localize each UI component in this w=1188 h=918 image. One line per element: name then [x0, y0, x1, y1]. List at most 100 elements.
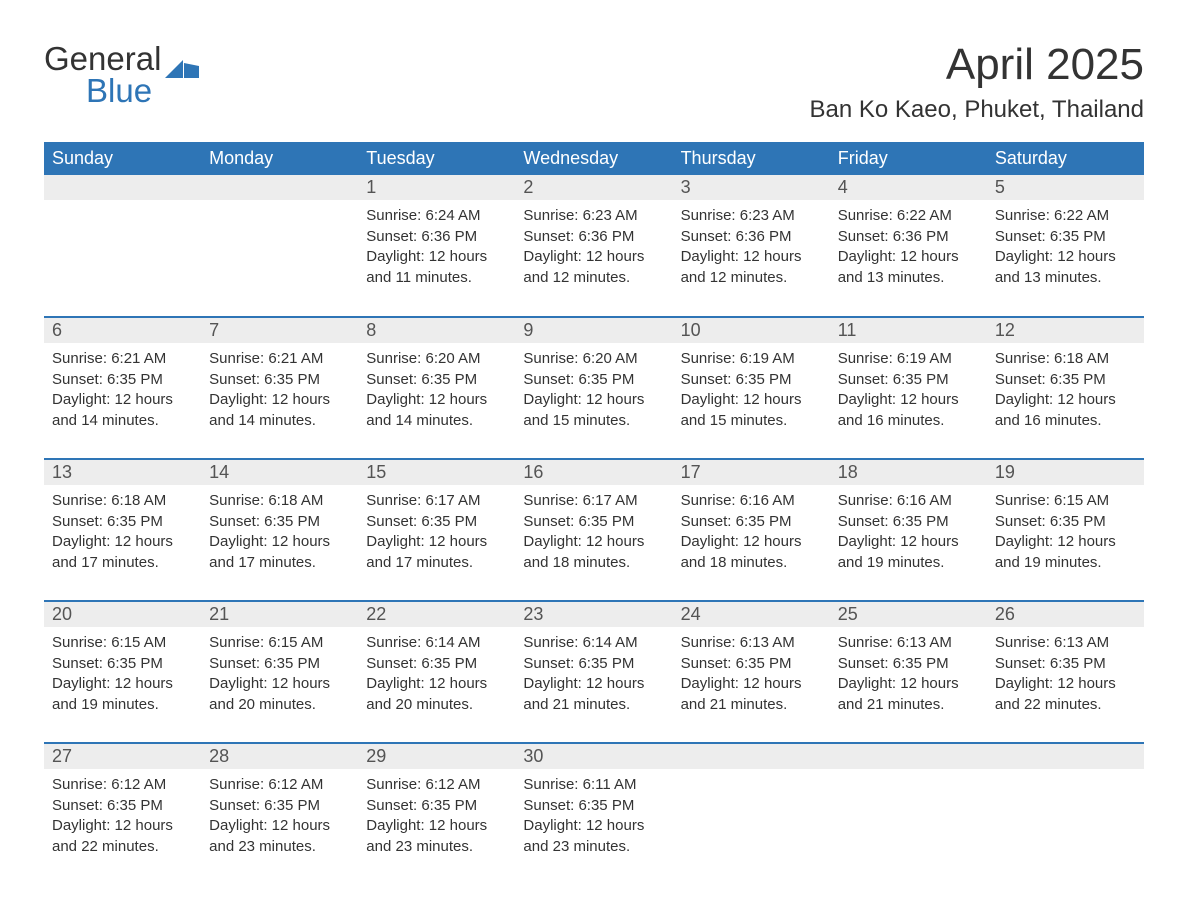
calendar-cell: 9Sunrise: 6:20 AMSunset: 6:35 PMDaylight… — [515, 317, 672, 459]
detail-line: Daylight: 12 hours — [838, 532, 979, 552]
page-header: General Blue April 2025 Ban Ko Kaeo, Phu… — [44, 40, 1144, 124]
detail-line: Daylight: 12 hours — [995, 390, 1136, 410]
detail-line: Daylight: 12 hours — [681, 247, 822, 267]
detail-line: and 12 minutes. — [523, 268, 664, 288]
day-number: 27 — [44, 744, 201, 769]
day-number: 24 — [673, 602, 830, 627]
calendar-week-row: 13Sunrise: 6:18 AMSunset: 6:35 PMDayligh… — [44, 459, 1144, 601]
calendar-cell: 1Sunrise: 6:24 AMSunset: 6:36 PMDaylight… — [358, 175, 515, 317]
month-title: April 2025 — [810, 40, 1144, 90]
calendar-week-row: 27Sunrise: 6:12 AMSunset: 6:35 PMDayligh… — [44, 743, 1144, 885]
day-details: Sunrise: 6:17 AMSunset: 6:35 PMDaylight:… — [515, 485, 672, 577]
detail-line: and 23 minutes. — [209, 837, 350, 857]
detail-line: Sunset: 6:35 PM — [523, 370, 664, 390]
detail-line: Sunset: 6:35 PM — [523, 796, 664, 816]
day-number — [673, 744, 830, 769]
detail-line: Sunset: 6:35 PM — [209, 796, 350, 816]
detail-line: Daylight: 12 hours — [523, 816, 664, 836]
detail-line: Sunset: 6:35 PM — [209, 512, 350, 532]
detail-line: Sunrise: 6:21 AM — [52, 349, 193, 369]
calendar-cell: 21Sunrise: 6:15 AMSunset: 6:35 PMDayligh… — [201, 601, 358, 743]
detail-line: Sunrise: 6:22 AM — [995, 206, 1136, 226]
day-details: Sunrise: 6:11 AMSunset: 6:35 PMDaylight:… — [515, 769, 672, 861]
day-number: 17 — [673, 460, 830, 485]
detail-line: Sunset: 6:35 PM — [52, 796, 193, 816]
day-number: 18 — [830, 460, 987, 485]
detail-line: and 17 minutes. — [366, 553, 507, 573]
day-details: Sunrise: 6:23 AMSunset: 6:36 PMDaylight:… — [515, 200, 672, 292]
detail-line: Daylight: 12 hours — [995, 532, 1136, 552]
detail-line: Daylight: 12 hours — [366, 532, 507, 552]
detail-line: and 14 minutes. — [209, 411, 350, 431]
detail-line: Sunset: 6:35 PM — [366, 370, 507, 390]
detail-line: Daylight: 12 hours — [838, 247, 979, 267]
detail-line: Sunrise: 6:18 AM — [209, 491, 350, 511]
detail-line: and 19 minutes. — [838, 553, 979, 573]
calendar-cell: 28Sunrise: 6:12 AMSunset: 6:35 PMDayligh… — [201, 743, 358, 885]
detail-line: Sunset: 6:35 PM — [523, 654, 664, 674]
detail-line: Sunrise: 6:18 AM — [52, 491, 193, 511]
calendar-cell: 14Sunrise: 6:18 AMSunset: 6:35 PMDayligh… — [201, 459, 358, 601]
detail-line: Daylight: 12 hours — [838, 390, 979, 410]
day-number: 22 — [358, 602, 515, 627]
detail-line: Sunrise: 6:12 AM — [366, 775, 507, 795]
detail-line: Daylight: 12 hours — [52, 674, 193, 694]
calendar-cell: 2Sunrise: 6:23 AMSunset: 6:36 PMDaylight… — [515, 175, 672, 317]
detail-line: Sunset: 6:35 PM — [366, 512, 507, 532]
detail-line: Daylight: 12 hours — [681, 390, 822, 410]
detail-line: Sunrise: 6:19 AM — [681, 349, 822, 369]
detail-line: and 15 minutes. — [681, 411, 822, 431]
day-details: Sunrise: 6:19 AMSunset: 6:35 PMDaylight:… — [830, 343, 987, 435]
detail-line: and 20 minutes. — [209, 695, 350, 715]
calendar-cell: 15Sunrise: 6:17 AMSunset: 6:35 PMDayligh… — [358, 459, 515, 601]
day-details: Sunrise: 6:15 AMSunset: 6:35 PMDaylight:… — [987, 485, 1144, 577]
day-header: Thursday — [673, 142, 830, 175]
calendar-cell — [987, 743, 1144, 885]
day-details: Sunrise: 6:22 AMSunset: 6:35 PMDaylight:… — [987, 200, 1144, 292]
detail-line: Daylight: 12 hours — [995, 674, 1136, 694]
calendar-cell: 11Sunrise: 6:19 AMSunset: 6:35 PMDayligh… — [830, 317, 987, 459]
detail-line: Sunrise: 6:22 AM — [838, 206, 979, 226]
calendar-cell: 10Sunrise: 6:19 AMSunset: 6:35 PMDayligh… — [673, 317, 830, 459]
day-details: Sunrise: 6:16 AMSunset: 6:35 PMDaylight:… — [673, 485, 830, 577]
day-number: 15 — [358, 460, 515, 485]
day-details: Sunrise: 6:15 AMSunset: 6:35 PMDaylight:… — [44, 627, 201, 719]
detail-line: Daylight: 12 hours — [366, 816, 507, 836]
day-details: Sunrise: 6:13 AMSunset: 6:35 PMDaylight:… — [987, 627, 1144, 719]
detail-line: Sunrise: 6:15 AM — [995, 491, 1136, 511]
detail-line: Sunrise: 6:17 AM — [523, 491, 664, 511]
calendar-cell: 24Sunrise: 6:13 AMSunset: 6:35 PMDayligh… — [673, 601, 830, 743]
detail-line: and 13 minutes. — [838, 268, 979, 288]
calendar-cell: 19Sunrise: 6:15 AMSunset: 6:35 PMDayligh… — [987, 459, 1144, 601]
day-header: Tuesday — [358, 142, 515, 175]
detail-line: Daylight: 12 hours — [209, 532, 350, 552]
calendar-cell: 17Sunrise: 6:16 AMSunset: 6:35 PMDayligh… — [673, 459, 830, 601]
detail-line: and 14 minutes. — [52, 411, 193, 431]
day-header-row: Sunday Monday Tuesday Wednesday Thursday… — [44, 142, 1144, 175]
calendar-week-row: 20Sunrise: 6:15 AMSunset: 6:35 PMDayligh… — [44, 601, 1144, 743]
detail-line: Sunset: 6:35 PM — [838, 370, 979, 390]
detail-line: and 16 minutes. — [838, 411, 979, 431]
detail-line: Sunset: 6:35 PM — [366, 796, 507, 816]
detail-line: Daylight: 12 hours — [681, 532, 822, 552]
day-details: Sunrise: 6:23 AMSunset: 6:36 PMDaylight:… — [673, 200, 830, 292]
day-details: Sunrise: 6:13 AMSunset: 6:35 PMDaylight:… — [830, 627, 987, 719]
day-number: 20 — [44, 602, 201, 627]
calendar-cell: 22Sunrise: 6:14 AMSunset: 6:35 PMDayligh… — [358, 601, 515, 743]
day-details: Sunrise: 6:22 AMSunset: 6:36 PMDaylight:… — [830, 200, 987, 292]
detail-line: Sunset: 6:35 PM — [209, 370, 350, 390]
calendar-cell: 18Sunrise: 6:16 AMSunset: 6:35 PMDayligh… — [830, 459, 987, 601]
detail-line: and 17 minutes. — [209, 553, 350, 573]
detail-line: Sunset: 6:35 PM — [52, 512, 193, 532]
day-number: 29 — [358, 744, 515, 769]
day-details: Sunrise: 6:17 AMSunset: 6:35 PMDaylight:… — [358, 485, 515, 577]
detail-line: Daylight: 12 hours — [995, 247, 1136, 267]
detail-line: Sunset: 6:35 PM — [995, 654, 1136, 674]
day-details: Sunrise: 6:20 AMSunset: 6:35 PMDaylight:… — [515, 343, 672, 435]
day-number: 9 — [515, 318, 672, 343]
detail-line: and 23 minutes. — [366, 837, 507, 857]
calendar-cell: 5Sunrise: 6:22 AMSunset: 6:35 PMDaylight… — [987, 175, 1144, 317]
day-number — [987, 744, 1144, 769]
detail-line: Daylight: 12 hours — [523, 674, 664, 694]
detail-line: Sunrise: 6:23 AM — [681, 206, 822, 226]
